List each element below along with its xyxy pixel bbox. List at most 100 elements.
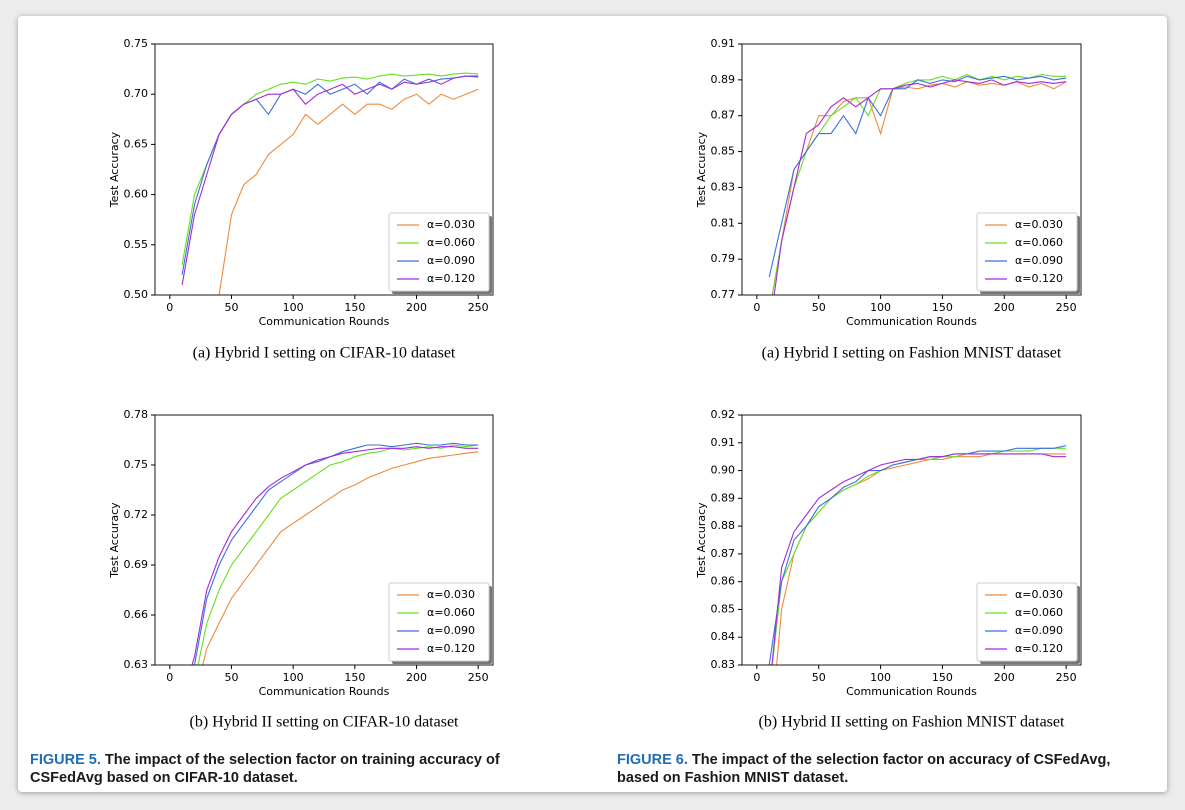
y-tick-label: 0.87	[711, 547, 736, 560]
y-tick-label: 0.91	[711, 436, 736, 449]
y-tick-label: 0.84	[711, 630, 736, 643]
x-tick-label: 0	[166, 301, 173, 314]
legend-label: α=0.120	[427, 642, 475, 655]
y-tick-label: 0.77	[711, 288, 736, 301]
figure-text: The impact of the selection factor on ac…	[617, 752, 1111, 786]
y-tick-label: 0.83	[711, 180, 736, 193]
x-tick-label: 50	[812, 301, 826, 314]
x-tick-label: 50	[812, 671, 826, 684]
y-tick-label: 0.85	[711, 145, 736, 158]
data-line	[181, 75, 479, 286]
y-axis-label: Test Accuracy	[695, 131, 708, 208]
figure-text: The impact of the selection factor on tr…	[30, 752, 500, 786]
x-tick-label: 100	[283, 301, 304, 314]
y-tick-label: 0.83	[711, 658, 736, 671]
x-tick-label: 250	[468, 301, 489, 314]
data-line	[197, 444, 479, 665]
chart: 0.63 0.66 0.69 0.72 0.75 0.78 0 50 100 150 200 250 C…	[108, 408, 494, 731]
subcaption: (b) Hybrid II setting on CIFAR-10 datase…	[190, 714, 460, 731]
y-axis-label: Test Accuracy	[108, 502, 121, 579]
x-axis-label: Communication Rounds	[259, 685, 390, 698]
x-tick-label: 150	[932, 671, 953, 684]
legend-label: α=0.090	[427, 254, 475, 267]
legend-box	[976, 212, 1078, 292]
legend-label: α=0.120	[427, 272, 475, 285]
data-line	[771, 453, 1067, 665]
x-tick-label: 200	[994, 301, 1015, 314]
y-tick-label: 0.60	[124, 188, 149, 201]
x-tick-label: 50	[224, 301, 238, 314]
legend-box	[976, 582, 1078, 662]
x-tick-label: 100	[283, 671, 304, 684]
figure-caption: FIGURE 6. The impact of the selection fac…	[617, 751, 1152, 787]
plot-frame	[154, 414, 494, 666]
x-tick-label: 0	[166, 671, 173, 684]
data-line	[218, 88, 479, 295]
y-tick-label: 0.90	[711, 464, 736, 477]
legend-label: α=0.090	[1015, 624, 1063, 637]
y-tick-label: 0.75	[124, 458, 149, 471]
y-tick-label: 0.55	[124, 238, 149, 251]
legend-label: α=0.060	[1015, 606, 1063, 619]
y-tick-label: 0.88	[711, 519, 736, 532]
legend-label: α=0.060	[1015, 236, 1063, 249]
figure-label: FIGURE 6.	[617, 752, 688, 768]
subcaption: (a) Hybrid I setting on Fashion MNIST da…	[762, 345, 1062, 362]
legend-label: α=0.060	[427, 236, 475, 249]
y-tick-label: 0.78	[124, 408, 149, 421]
legend-label: α=0.060	[427, 606, 475, 619]
y-tick-label: 0.86	[711, 575, 736, 588]
x-tick-label: 100	[870, 671, 891, 684]
legend-label: α=0.030	[1015, 588, 1063, 601]
x-tick-label: 0	[753, 301, 760, 314]
plot-frame	[154, 43, 494, 296]
x-tick-label: 200	[406, 671, 427, 684]
plot-frame	[741, 43, 1082, 296]
y-tick-label: 0.69	[124, 558, 149, 571]
legend-box	[388, 212, 490, 292]
y-tick-label: 0.91	[711, 37, 736, 50]
y-axis-label: Test Accuracy	[108, 131, 121, 208]
chart: 0.50 0.55 0.60 0.65 0.70 0.75 0 50 100 150 200 250 C…	[108, 37, 494, 362]
subcaption: (b) Hybrid II setting on Fashion MNIST d…	[759, 714, 1065, 731]
figure-label: FIGURE 5.	[30, 752, 101, 768]
x-tick-label: 250	[1056, 301, 1077, 314]
x-axis-label: Communication Rounds	[259, 315, 390, 328]
legend-label: α=0.090	[427, 624, 475, 637]
figure-caption: FIGURE 5. The impact of the selection fac…	[30, 751, 560, 787]
y-tick-label: 0.72	[124, 508, 149, 521]
x-tick-label: 150	[932, 301, 953, 314]
data-line	[191, 446, 479, 665]
data-line	[202, 451, 479, 665]
plot-frame	[741, 414, 1082, 666]
data-line	[773, 79, 1067, 295]
y-tick-label: 0.87	[711, 109, 736, 122]
x-tick-label: 250	[1056, 671, 1077, 684]
x-tick-label: 250	[468, 671, 489, 684]
legend-box	[388, 582, 490, 662]
x-axis-label: Communication Rounds	[846, 315, 977, 328]
legend-label: α=0.030	[427, 218, 475, 231]
legend-label: α=0.090	[1015, 254, 1063, 267]
chart: 0.83 0.84 0.85 0.86 0.87 0.88 0.89 0.90 0.91 0.92…	[695, 408, 1082, 731]
legend-label: α=0.120	[1015, 272, 1063, 285]
chart: 0.77 0.79 0.81 0.83 0.85 0.87 0.89 0.91 0 50 100 15…	[695, 37, 1082, 362]
y-tick-label: 0.79	[711, 252, 736, 265]
y-tick-label: 0.63	[124, 658, 149, 671]
y-tick-label: 0.70	[124, 87, 149, 100]
x-axis-label: Communication Rounds	[846, 685, 977, 698]
x-tick-label: 200	[994, 671, 1015, 684]
y-tick-label: 0.50	[124, 288, 149, 301]
legend-label: α=0.120	[1015, 642, 1063, 655]
x-tick-label: 150	[344, 301, 365, 314]
y-tick-label: 0.85	[711, 602, 736, 615]
x-tick-label: 200	[406, 301, 427, 314]
subcaption: (a) Hybrid I setting on CIFAR-10 dataset	[193, 345, 456, 362]
data-line	[768, 75, 1067, 278]
x-tick-label: 0	[753, 671, 760, 684]
x-tick-label: 150	[344, 671, 365, 684]
y-tick-label: 0.89	[711, 491, 736, 504]
y-tick-label: 0.89	[711, 73, 736, 86]
